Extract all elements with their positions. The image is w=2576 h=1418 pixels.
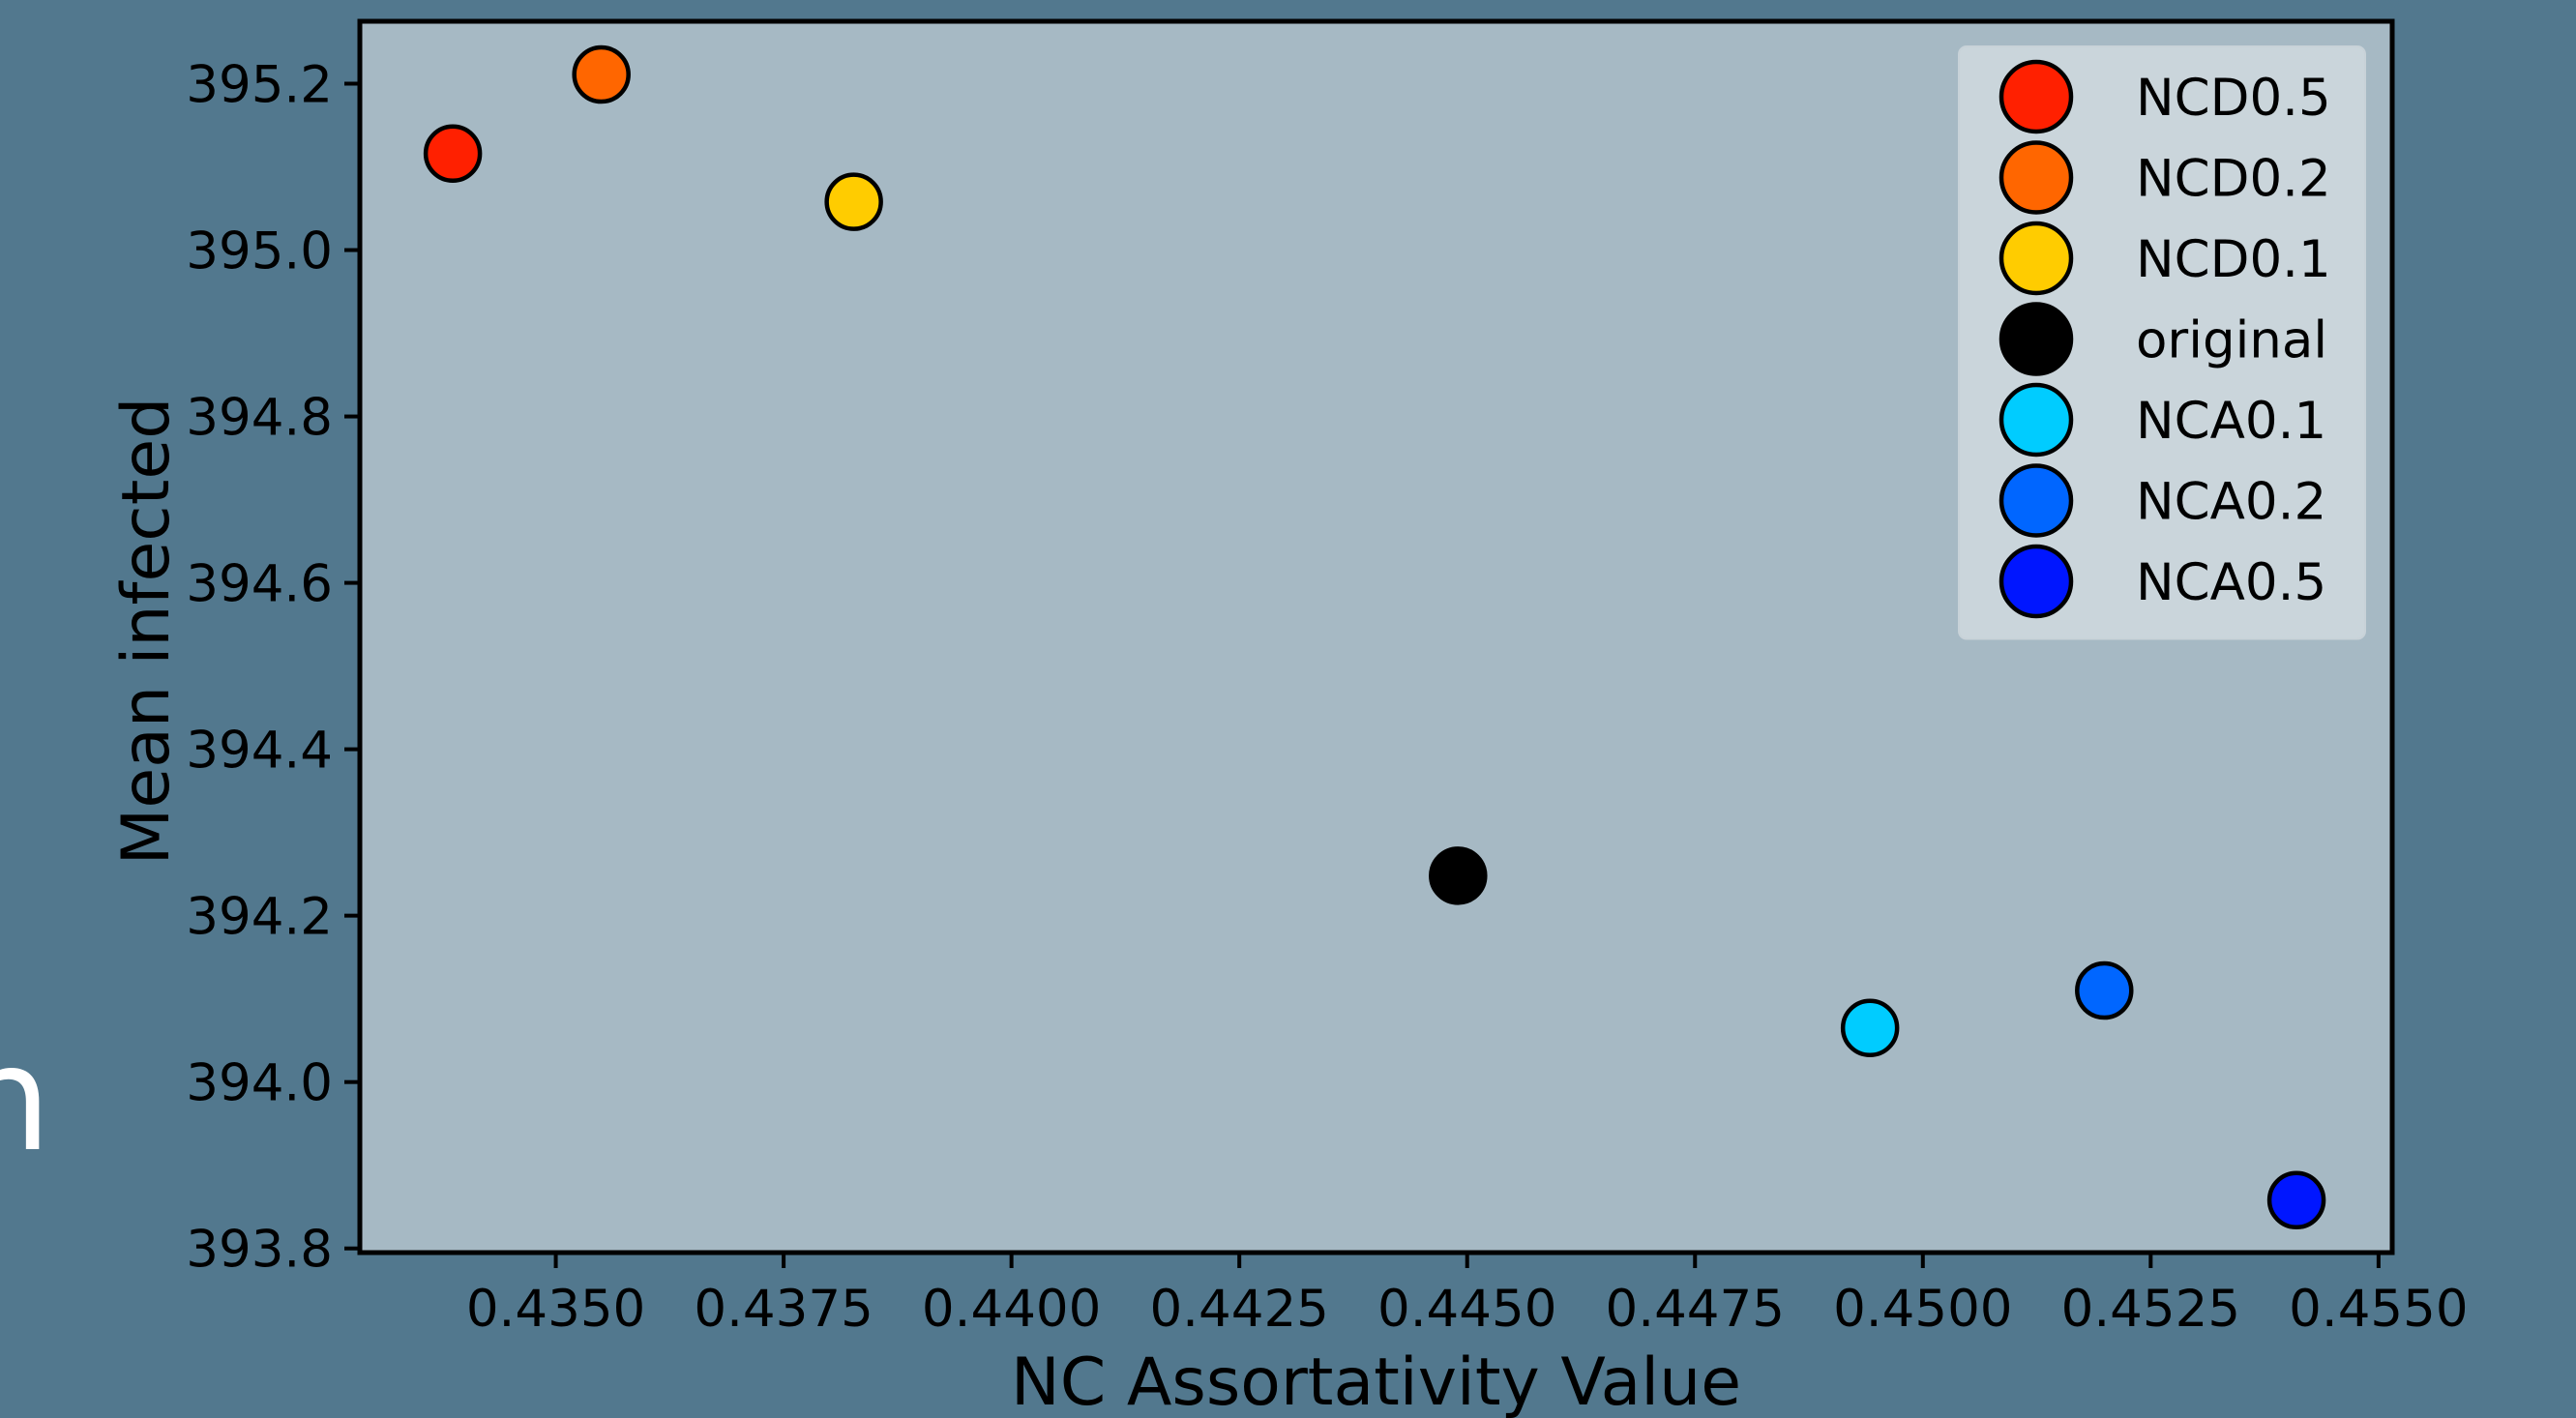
x-tick-label: 0.4350 — [466, 1280, 645, 1339]
legend-marker — [1999, 463, 2074, 538]
legend-label: NCA0.5 — [2136, 553, 2326, 612]
legend-marker — [1999, 59, 2074, 134]
clipped-edge-glyph: n — [0, 1016, 51, 1184]
point-ncd0-1 — [824, 172, 883, 231]
x-axis-label: NC Assortativity Value — [1011, 1344, 1741, 1418]
y-tick-label: 394.0 — [186, 1054, 333, 1113]
legend-marker — [1999, 140, 2074, 215]
y-tick-label: 393.8 — [186, 1221, 333, 1280]
x-tick-label: 0.4450 — [1377, 1280, 1556, 1339]
y-tick-label: 394.4 — [186, 722, 333, 781]
point-nca0-1 — [1840, 998, 1900, 1058]
y-axis: 393.8 394.0 394.2 394.4 394.6 394.8 395.0 395.2 — [186, 56, 360, 1280]
x-tick-label: 0.4425 — [1149, 1280, 1328, 1339]
x-axis: 0.4350 0.4375 0.4400 0.4425 0.4450 0.4475 0.45… — [466, 1253, 2469, 1339]
legend-label: NCA0.1 — [2136, 392, 2326, 451]
legend: NCD0.5 NCD0.2 NCD0.1 original NCA0.1 NCA0.2 NC… — [1958, 45, 2366, 640]
data-points — [423, 44, 2326, 1230]
y-tick-label: 394.8 — [186, 389, 333, 448]
legend-label: NCD0.5 — [2136, 69, 2331, 128]
y-tick-label: 395.2 — [186, 56, 333, 115]
legend-label: NCD0.1 — [2136, 230, 2331, 289]
point-nca0-5 — [2266, 1170, 2326, 1230]
point-ncd0-2 — [572, 44, 631, 104]
legend-label: original — [2136, 311, 2327, 370]
x-tick-label: 0.4475 — [1606, 1280, 1785, 1339]
legend-marker — [1999, 544, 2074, 619]
x-tick-label: 0.4400 — [922, 1280, 1101, 1339]
legend-marker — [1999, 382, 2074, 458]
x-tick-label: 0.4550 — [2289, 1280, 2468, 1339]
legend-label: NCA0.2 — [2136, 473, 2326, 532]
y-axis-label: Mean infected — [108, 398, 185, 866]
y-tick-label: 394.2 — [186, 888, 333, 947]
point-original — [1429, 846, 1488, 905]
x-tick-label: 0.4525 — [2061, 1280, 2240, 1339]
y-tick-label: 395.0 — [186, 222, 333, 281]
point-nca0-2 — [2075, 960, 2134, 1020]
point-ncd0-5 — [423, 124, 483, 184]
x-tick-label: 0.4500 — [1833, 1280, 2012, 1339]
y-tick-label: 394.6 — [186, 555, 333, 614]
legend-marker — [1999, 221, 2074, 296]
legend-label: NCD0.2 — [2136, 150, 2331, 209]
plot-frame — [357, 18, 2395, 1256]
x-tick-label: 0.4375 — [694, 1280, 873, 1339]
legend-marker — [1999, 302, 2074, 376]
